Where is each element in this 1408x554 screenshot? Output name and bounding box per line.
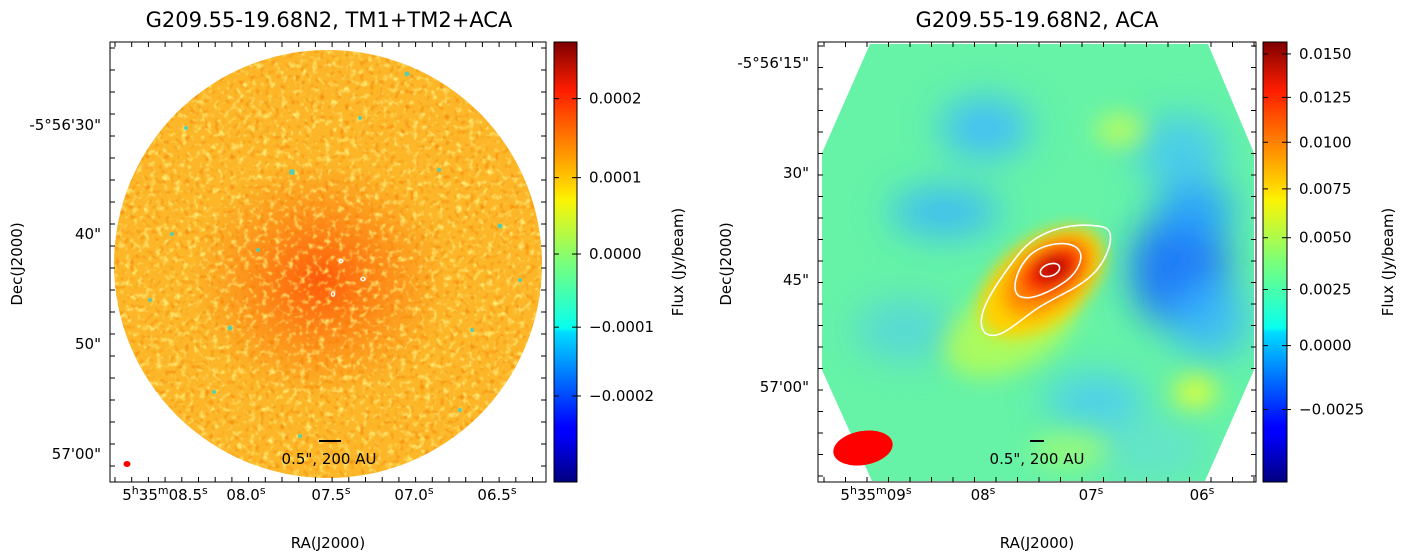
panel-1-colorbar-label: Flux (Jy/beam) <box>669 208 687 317</box>
x-tick-label: 06.5s <box>477 484 516 504</box>
panel-2-y-axis-label: Dec(J2000) <box>717 222 735 305</box>
panel-2-negative-regions <box>855 98 1250 480</box>
panel-1-x-axis-label: RA(J2000) <box>291 534 365 552</box>
panel-1-minor-ticks <box>110 42 546 482</box>
panel-2-colorbar-gradient <box>1262 41 1288 483</box>
panel-1-beam <box>123 461 131 467</box>
svg-text:5h35m09s: 5h35m09s <box>840 484 911 504</box>
colorbar-tick-label: 0.0002 <box>589 90 642 108</box>
panel-1-scalebar-label: 0.5", 200 AU <box>282 450 377 468</box>
x-tick-label: 5h35m08.5s <box>122 484 208 504</box>
panel-2-colorbar-ticks: 0.0150 0.0125 0.0100 0.0075 0.0050 0.0025 0.00… <box>1263 45 1364 419</box>
panel-2-y-ticks: -5°56'15" 30" 45" 57'00" <box>737 54 809 396</box>
svg-text:06.5s: 06.5s <box>477 484 516 504</box>
colorbar-tick-label: −0.0025 <box>1299 401 1364 419</box>
panel-1-colorbar: 0.0002 0.0001 0.0000 −0.0001 −0.0002 Flux (J… <box>553 41 687 483</box>
panel-1-colorbar-ticks: 0.0002 0.0001 0.0000 −0.0001 −0.0002 <box>554 90 654 405</box>
panel-2-colorbar-label: Flux (Jy/beam) <box>1379 208 1397 317</box>
svg-text:08.0s: 08.0s <box>226 484 265 504</box>
x-tick-label: 5h35m09s <box>840 484 911 504</box>
panel-1-title: G209.55-19.68N2, TM1+TM2+ACA <box>146 8 513 32</box>
colorbar-tick-label: 0.0000 <box>589 245 642 263</box>
panel-2-x-ticks: 5h35m09s 08s 07s 06s <box>840 484 1214 504</box>
panel-1-contours <box>330 258 366 297</box>
x-tick-label: 08.0s <box>226 484 265 504</box>
panel-1-y-ticks: -5°56'30" 40" 50" 57'00" <box>29 116 101 463</box>
svg-text:06s: 06s <box>1190 484 1215 504</box>
colorbar-tick-label: −0.0002 <box>589 387 654 405</box>
panel-2-colorbar: 0.0150 0.0125 0.0100 0.0075 0.0050 0.0025 0.00… <box>1262 41 1397 483</box>
colorbar-tick-label: 0.0000 <box>1299 337 1352 355</box>
panel-2-scalebar: 0.5", 200 AU <box>990 440 1085 468</box>
y-tick-label: -5°56'30" <box>29 116 101 134</box>
colorbar-tick-label: 0.0050 <box>1299 229 1352 247</box>
y-tick-label: 57'00" <box>52 445 101 463</box>
panel-2-image <box>822 44 1254 481</box>
x-tick-label: 08s <box>971 484 996 504</box>
panel-1-frame <box>109 41 547 483</box>
x-tick-label: 06s <box>1190 484 1215 504</box>
panel-2-frame <box>817 41 1257 483</box>
panel-1-colorbar-gradient <box>553 41 578 483</box>
panel-2-x-axis-label: RA(J2000) <box>1000 534 1074 552</box>
svg-text:07s: 07s <box>1079 484 1104 504</box>
y-tick-label: 50" <box>75 335 101 353</box>
panel-1-negative-speckles <box>148 71 522 438</box>
svg-text:08s: 08s <box>971 484 996 504</box>
panel-1-image <box>114 50 542 478</box>
panel-1-noise <box>114 50 542 478</box>
panel-1-scalebar: 0.5", 200 AU <box>282 440 377 468</box>
colorbar-tick-label: 0.0125 <box>1299 88 1352 106</box>
panel-1-y-axis-label: Dec(J2000) <box>8 222 26 305</box>
colorbar-tick-label: −0.0001 <box>589 318 654 336</box>
x-tick-label: 07.0s <box>394 484 433 504</box>
colorbar-tick-label: 0.0100 <box>1299 133 1352 151</box>
svg-text:07.5s: 07.5s <box>311 484 350 504</box>
panel-2-contours <box>980 224 1112 337</box>
y-tick-label: 57'00" <box>760 378 809 396</box>
x-tick-label: 07.5s <box>311 484 350 504</box>
y-tick-label: 40" <box>75 225 101 243</box>
panel-2: G209.55-19.68N2, ACA <box>717 8 1397 552</box>
colorbar-tick-label: 0.0075 <box>1299 180 1352 198</box>
panel-2-beam <box>833 430 893 466</box>
y-tick-label: 45" <box>783 271 809 289</box>
colorbar-tick-label: 0.0025 <box>1299 280 1352 298</box>
colorbar-tick-label: 0.0001 <box>589 169 642 187</box>
colorbar-tick-label: 0.0150 <box>1299 45 1352 63</box>
panel-2-scalebar-label: 0.5", 200 AU <box>990 450 1085 468</box>
panel-1-x-ticks: 5h35m08.5s 08.0s 07.5s 07.0s 06.5s <box>122 484 517 504</box>
panel-2-minor-ticks <box>818 42 1256 482</box>
svg-text:07.0s: 07.0s <box>394 484 433 504</box>
x-tick-label: 07s <box>1079 484 1104 504</box>
panel-1: G209.55-19.68N2, TM1+TM2+ACA 0.5", 200 A… <box>8 8 687 552</box>
panel-2-title: G209.55-19.68N2, ACA <box>916 8 1160 32</box>
svg-text:5h35m08.5s: 5h35m08.5s <box>122 484 208 504</box>
y-tick-label: 30" <box>783 164 809 182</box>
y-tick-label: -5°56'15" <box>737 54 809 72</box>
